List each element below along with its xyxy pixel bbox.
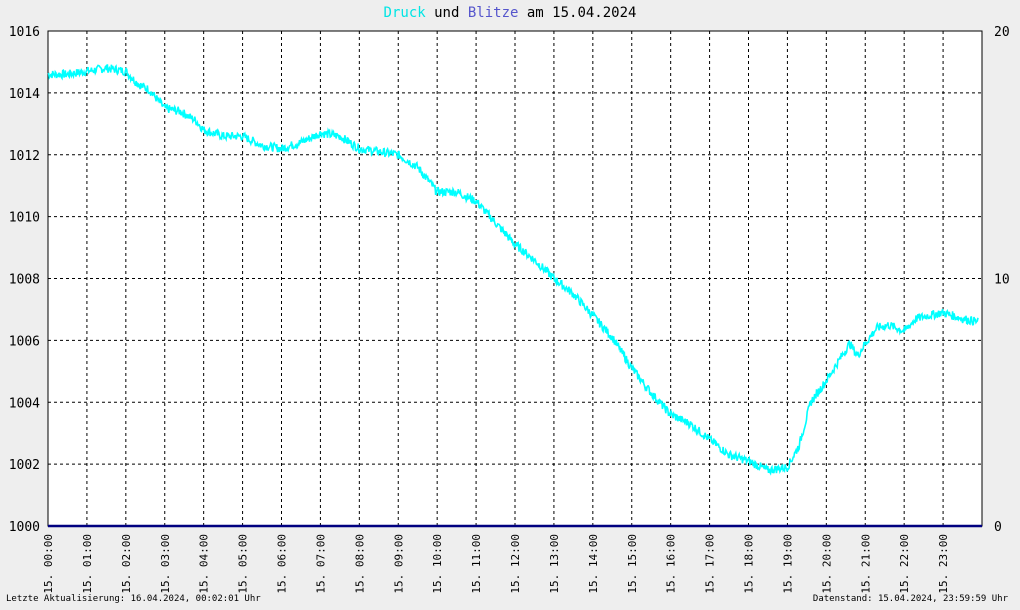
x-tick-label: 15. 18:00 — [743, 534, 756, 594]
y-left-tick-label: 1004 — [9, 396, 40, 411]
x-tick-label: 15. 10:00 — [431, 534, 444, 594]
y-left-tick-label: 1006 — [9, 334, 40, 349]
x-tick-label: 15. 01:00 — [81, 534, 94, 594]
y-left-tick-label: 1008 — [9, 273, 40, 288]
x-tick-label: 15. 09:00 — [392, 534, 405, 594]
y-left-tick-label: 1002 — [9, 458, 40, 473]
y-left-tick-label: 1010 — [9, 211, 40, 226]
x-tick-label: 15. 16:00 — [665, 534, 678, 594]
x-tick-label: 15. 06:00 — [276, 534, 289, 594]
x-tick-label: 15. 21:00 — [859, 534, 872, 594]
x-tick-label: 15. 07:00 — [314, 534, 327, 594]
x-tick-label: 15. 23:00 — [937, 534, 950, 594]
x-tick-label: 15. 03:00 — [159, 534, 172, 594]
x-tick-label: 15. 15:00 — [626, 534, 639, 594]
y-right-tick-label: 0 — [994, 520, 1002, 535]
title-date: am 15.04.2024 — [526, 5, 637, 21]
x-tick-label: 15. 02:00 — [120, 534, 133, 594]
series-line-druck — [47, 64, 979, 476]
x-tick-label: 15. 00:00 — [42, 534, 55, 594]
x-tick-label: 15. 11:00 — [470, 534, 483, 594]
x-tick-label: 15. 08:00 — [353, 534, 366, 594]
x-tick-label: 15. 22:00 — [898, 534, 911, 594]
y-left-tick-label: 1014 — [9, 87, 40, 102]
x-tick-label: 15. 20:00 — [820, 534, 833, 594]
x-tick-label: 15. 05:00 — [237, 534, 250, 594]
y-right-tick-label: 20 — [994, 25, 1010, 40]
y-left-tick-label: 1012 — [9, 149, 40, 164]
footer-data-status: Datenstand: 15.04.2024, 23:59:59 Uhr — [812, 594, 1008, 604]
title-und: und — [434, 5, 460, 21]
x-tick-label: 15. 04:00 — [198, 534, 211, 594]
y-right-tick-label: 10 — [994, 273, 1010, 288]
y-left-tick-label: 1016 — [9, 25, 40, 40]
x-tick-label: 15. 13:00 — [548, 534, 561, 594]
title-druck: Druck — [383, 5, 426, 21]
x-tick-label: 15. 12:00 — [509, 534, 522, 594]
y-left-tick-label: 1000 — [9, 520, 40, 535]
chart-title: Druck und Blitze am 15.04.2024 — [0, 5, 1020, 21]
x-tick-label: 15. 14:00 — [587, 534, 600, 594]
footer-last-update: Letzte Aktualisierung: 16.04.2024, 00:02… — [6, 594, 261, 604]
title-blitze: Blitze — [467, 5, 519, 21]
x-tick-label: 15. 19:00 — [781, 534, 794, 594]
x-tick-label: 15. 17:00 — [704, 534, 717, 594]
